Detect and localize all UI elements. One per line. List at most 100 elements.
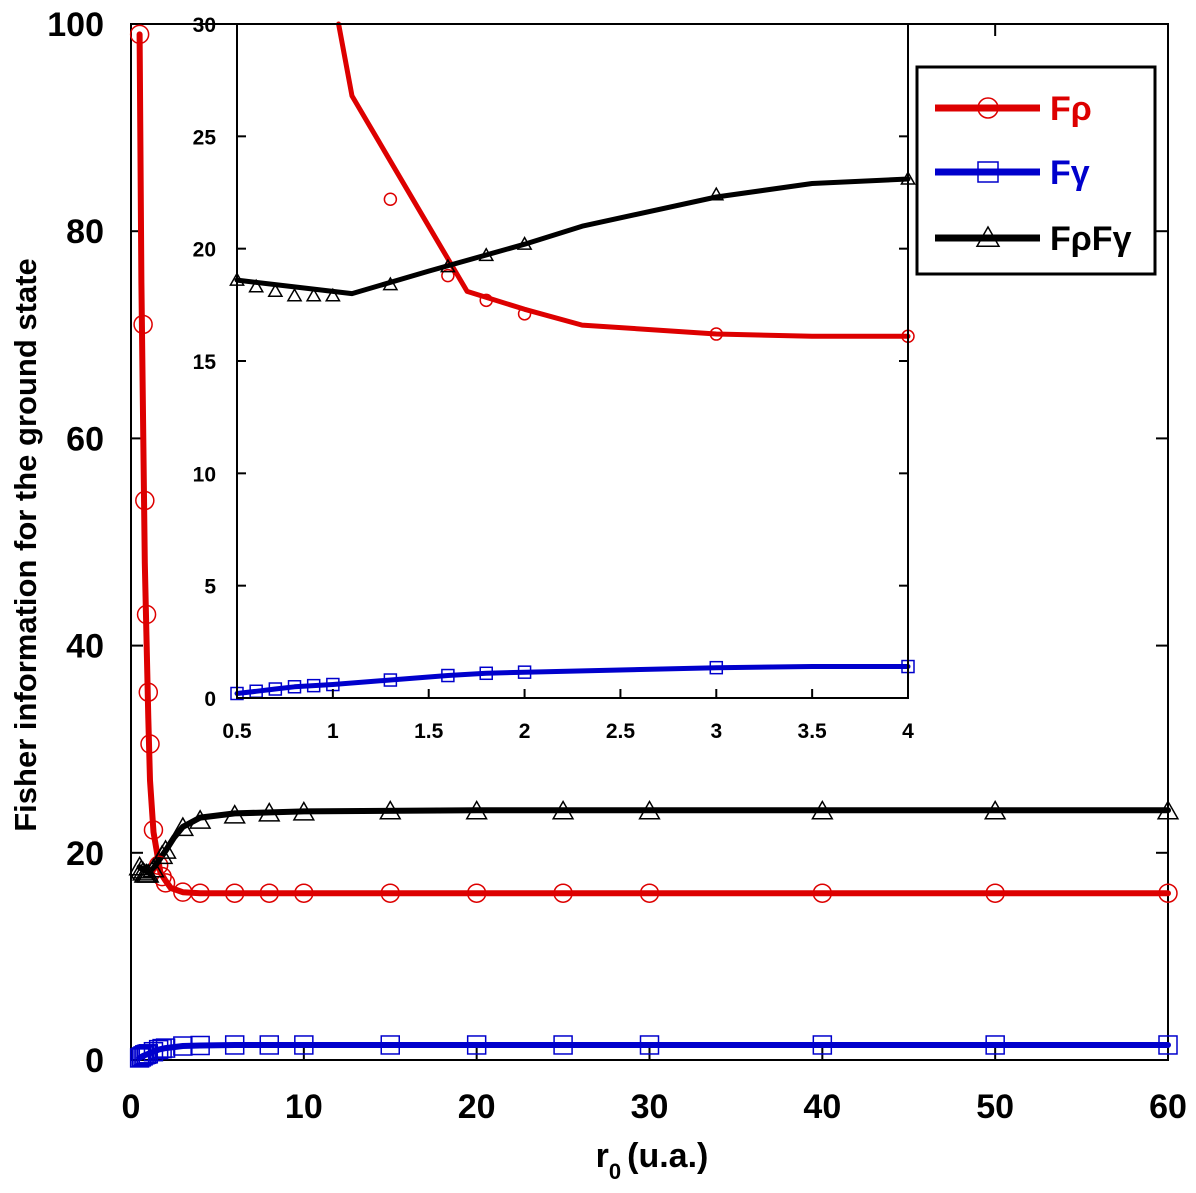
data-point-frhofgamma (258, 802, 281, 822)
inset-data-point-frhofgamma (248, 278, 265, 293)
data-point-frho (135, 490, 155, 511)
inset-x-tick-label: 1.5 (414, 720, 444, 743)
x-tick-label: 10 (285, 1088, 323, 1126)
inset-data-point-frho (441, 268, 455, 283)
inset-data-point-fgamma (709, 660, 724, 675)
x-tick-label: 50 (976, 1088, 1014, 1126)
series-line-frho (136, 31, 1171, 897)
inset-y-tick-label: 20 (193, 239, 216, 262)
data-point-frhofgamma (379, 799, 402, 820)
y-tick-label: 40 (66, 628, 104, 666)
y-tick-label: 0 (85, 1042, 104, 1080)
data-point-fgamma (148, 1039, 169, 1060)
inset-data-point-frhofgamma (439, 258, 456, 273)
inset-plot: 0.5 1 1.5 2 2.5 3 3.5 4 0 5 10 15 20 25 30 (193, 14, 916, 743)
data-point-fgamma (1158, 1035, 1178, 1055)
data-point-frhofgamma (638, 799, 661, 820)
data-point-frho (138, 682, 159, 702)
data-point-frhofgamma (1156, 799, 1180, 820)
legend-label-frho: Fρ (1050, 90, 1092, 128)
data-point-frhofgamma (292, 800, 316, 821)
inset-data-point-frhofgamma (478, 247, 495, 262)
inset-data-point-frhofgamma (305, 287, 322, 302)
data-point-frho (190, 883, 210, 903)
data-point-frhofgamma (154, 839, 177, 859)
inset-x-tick-label: 3 (710, 720, 722, 743)
inset-series-line-fgamma (234, 664, 911, 696)
data-point-fgamma (639, 1035, 660, 1055)
data-point-frho (380, 883, 400, 903)
data-point-fgamma (553, 1035, 573, 1055)
inset-data-point-fgamma (383, 673, 398, 687)
legend-marker-fgamma (977, 161, 999, 183)
inset-x-tick-label: 2.5 (606, 720, 636, 743)
legend-marker-frhofgamma (975, 225, 1001, 247)
legend-label-fgamma: Fγ (1050, 154, 1090, 192)
x-tick-label: 60 (1149, 1088, 1187, 1126)
data-point-frho (140, 734, 160, 754)
data-point-frhofgamma (551, 799, 575, 820)
y-tick-label: 20 (66, 835, 104, 873)
inset-data-point-frho (517, 307, 532, 321)
inset-x-tick-label: 2 (519, 720, 531, 743)
inset-y-tick-label: 0 (204, 688, 216, 711)
x-tick-label: 40 (803, 1088, 841, 1126)
data-point-frhofgamma (142, 857, 165, 878)
data-point-frho (812, 883, 833, 903)
inset-data-point-frho (709, 327, 724, 341)
data-point-frho (639, 883, 660, 903)
inset-x-tick-label: 0.5 (222, 720, 252, 743)
data-point-fgamma (466, 1035, 487, 1055)
x-tick-label: 30 (631, 1088, 669, 1126)
data-point-frho (466, 883, 487, 903)
inset-axis-ticks: 0.5 1 1.5 2 2.5 3 3.5 4 0 5 10 15 20 25 30 (193, 14, 915, 743)
inset-data-point-fgamma (287, 680, 302, 694)
inset-data-point-frhofgamma (382, 276, 399, 291)
data-point-frho (553, 883, 573, 903)
y-tick-label: 100 (47, 6, 104, 44)
data-point-frhofgamma (137, 863, 160, 883)
inset-x-tick-label: 4 (902, 720, 914, 743)
inset-y-tick-label: 25 (193, 126, 217, 149)
data-point-fgamma (812, 1035, 833, 1055)
inset-data-point-fgamma (479, 666, 493, 681)
x-axis-label-r: r (596, 1137, 609, 1175)
x-tick-label: 20 (458, 1088, 496, 1126)
data-point-fgamma (190, 1035, 210, 1056)
data-point-frho (1158, 883, 1178, 903)
inset-data-point-fgamma (517, 665, 532, 679)
data-point-frho (294, 883, 314, 903)
main-series-markers (128, 24, 1180, 1068)
inset-y-tick-label: 15 (193, 351, 217, 374)
data-point-frhofgamma (188, 809, 212, 829)
inset-data-point-fgamma (441, 668, 455, 683)
inset-series-markers (229, 170, 916, 701)
data-point-fgamma (224, 1035, 245, 1055)
y-tick-label: 80 (66, 213, 104, 251)
inset-data-point-fgamma (268, 682, 283, 696)
data-point-frhofgamma (223, 804, 246, 824)
data-point-fgamma (985, 1035, 1005, 1055)
data-point-fgamma (380, 1035, 400, 1055)
data-point-frho (143, 820, 164, 840)
inset-data-point-frho (383, 192, 398, 206)
data-point-frhofgamma (171, 816, 195, 837)
inset-x-tick-label: 1 (327, 720, 339, 743)
data-point-frhofgamma (811, 799, 834, 820)
data-point-frho (136, 604, 157, 625)
x-axis-label-subscript: 0 (609, 1159, 621, 1184)
inset-data-point-frhofgamma (286, 287, 303, 302)
inset-data-point-frhofgamma (708, 186, 725, 201)
data-point-frho (133, 314, 153, 335)
x-axis-label-unit: (u.a.) (627, 1137, 708, 1175)
y-axis-label: Fisher information for the ground state (8, 258, 43, 832)
inset-data-point-frhofgamma (516, 236, 533, 250)
data-point-frho (155, 873, 176, 893)
inset-data-point-frhofgamma (324, 287, 341, 302)
data-point-frho (224, 883, 245, 903)
inset-background (237, 24, 908, 698)
